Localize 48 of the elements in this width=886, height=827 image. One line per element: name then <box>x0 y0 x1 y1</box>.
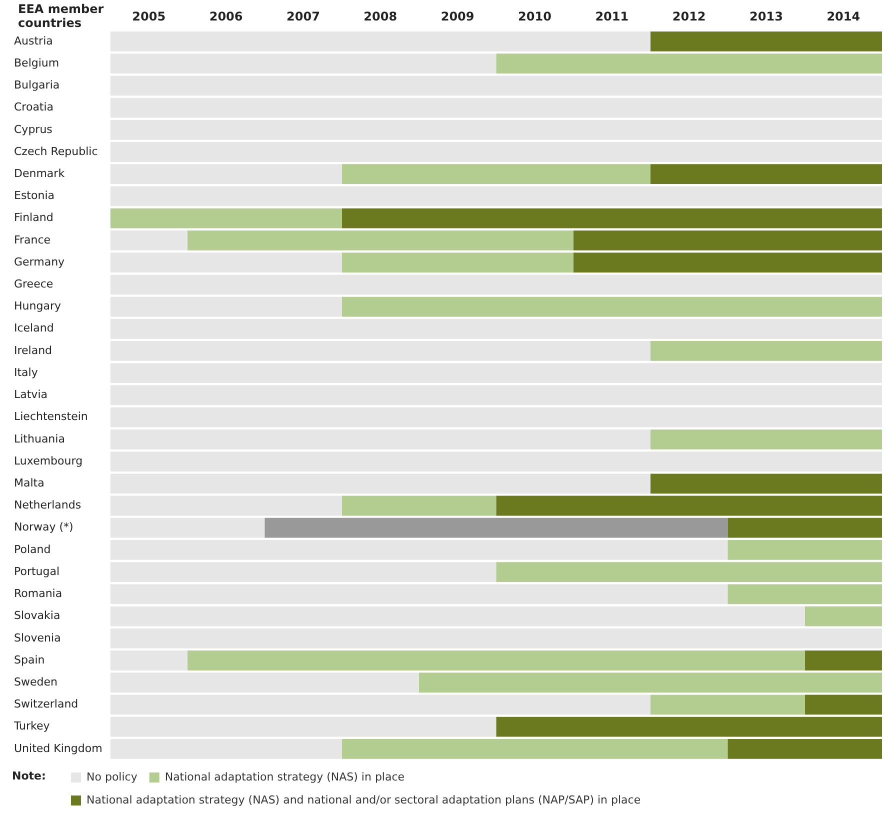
text: Note: <box>12 769 46 782</box>
y-tick-label: Greece <box>14 278 54 291</box>
y-tick-label: Turkey <box>13 720 50 733</box>
y-tick-label: Austria <box>14 34 53 48</box>
y-tick-label: Czech Republic <box>14 144 98 158</box>
y-tick-label: Hungary <box>14 300 62 313</box>
y-tick-label: United Kingdom <box>14 742 102 755</box>
y-tick-label: France <box>14 233 51 246</box>
y-tick-label: Lithuania <box>14 432 65 446</box>
y-tick-label: Bulgaria <box>14 78 60 92</box>
y-tick-label: Slovenia <box>14 631 61 644</box>
y-tick-label: Netherlands <box>14 498 82 512</box>
y-tick-label: Ireland <box>14 344 52 357</box>
y-tick-label: Switzerland <box>14 698 78 711</box>
y-tick-label: Liechtenstein <box>14 410 88 424</box>
legend-label: National adaptation strategy (NAS) in place <box>164 770 405 784</box>
y-tick-label: Belgium <box>14 56 60 70</box>
y-tick-label: Romania <box>14 587 62 600</box>
x-tick-label: 2010 <box>518 9 552 24</box>
x-tick-label: 2006 <box>209 9 243 24</box>
y-tick-label: Italy <box>14 366 38 379</box>
y-tick-label: Iceland <box>14 322 54 335</box>
x-tick-label: 2008 <box>364 9 398 24</box>
x-tick-label: 2007 <box>286 9 320 24</box>
y-tick-label: Norway (*) <box>14 520 74 534</box>
y-tick-label: Cyprus <box>14 122 53 136</box>
x-tick-label: 2009 <box>440 9 474 24</box>
y-tick-label: Luxembourg <box>14 454 83 468</box>
y-tick-label: Finland <box>14 211 54 224</box>
y-tick-label: Croatia <box>14 100 54 114</box>
y-tick-label: Malta <box>14 476 44 490</box>
y-tick-label: Sweden <box>14 675 58 688</box>
y-tick-label: Denmark <box>14 166 66 180</box>
y-tick-label: Latvia <box>14 388 48 402</box>
y-tick-label: Germany <box>14 255 66 268</box>
y-tick-label: Portugal <box>14 564 60 578</box>
x-tick-label: 2012 <box>672 9 706 24</box>
x-tick-label: 2005 <box>132 9 166 24</box>
legend-label: National adaptation strategy (NAS) and national and/or sectoral adaptation plans (NAP/SAP) in place <box>86 793 641 806</box>
y-tick-label: Estonia <box>14 189 54 202</box>
x-tick-label: 2013 <box>750 9 783 24</box>
y-tick-label: Slovakia <box>14 609 60 622</box>
y-tick-label: Spain <box>14 653 45 666</box>
y-axis-title: EEA member countries <box>18 2 104 30</box>
y-tick-label: Poland <box>14 542 51 556</box>
legend-label: No policy <box>86 770 138 784</box>
x-tick-label: 2011 <box>595 9 629 24</box>
x-tick-label: 2014 <box>826 9 860 24</box>
